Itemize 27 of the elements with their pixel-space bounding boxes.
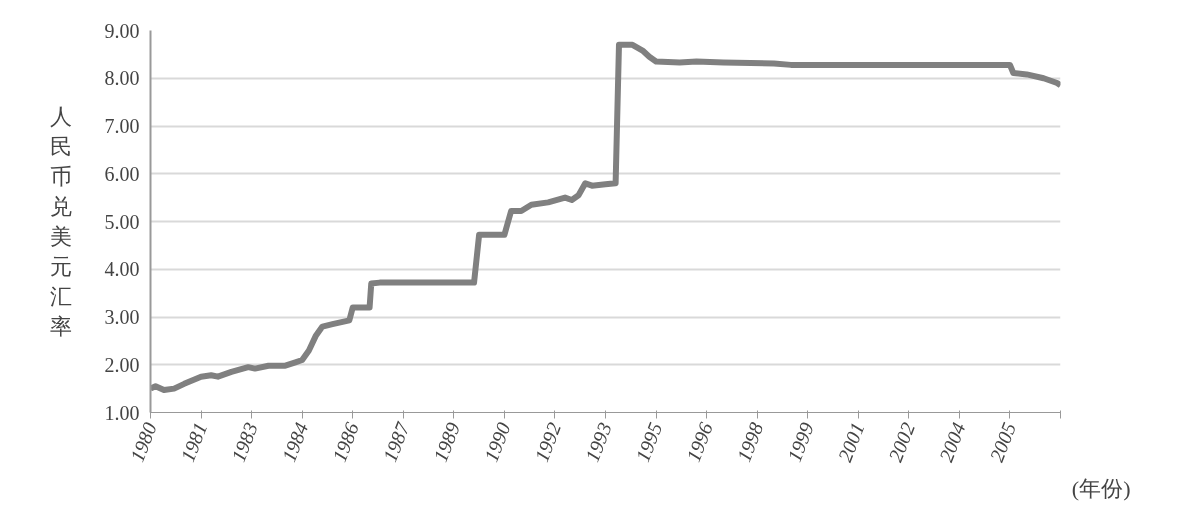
- x-tick-label: 1986: [327, 419, 363, 465]
- y-tick-label: 5.00: [104, 210, 140, 233]
- x-tick-label: 1989: [429, 419, 465, 465]
- y-tick-label: 3.00: [104, 306, 140, 328]
- x-tick-label: 1990: [479, 419, 515, 465]
- x-axis-title: (年份): [1071, 475, 1131, 501]
- x-tick-label: 1998: [732, 419, 768, 465]
- x-tick-label: 1996: [681, 419, 717, 465]
- x-tick-label: 1984: [277, 419, 313, 465]
- y-axis-title: 人民币兑美元汇率: [49, 104, 72, 339]
- x-tick-label: 1987: [378, 418, 414, 465]
- x-tick-label: 1993: [580, 419, 616, 465]
- x-tick-label: 2005: [985, 419, 1021, 465]
- x-tick-label: 2001: [833, 419, 869, 465]
- y-tick-label: 7.00: [104, 115, 140, 137]
- x-tick-label: 1995: [631, 419, 667, 465]
- x-tick-label: 1981: [176, 419, 212, 465]
- x-tick-label: 1992: [530, 419, 566, 465]
- x-tick-label: 2004: [934, 419, 970, 465]
- y-tick-label: 4.00: [104, 258, 140, 281]
- x-tick-label: 1999: [782, 419, 818, 465]
- y-tick-label: 8.00: [104, 67, 140, 90]
- x-tick-label: 1983: [226, 419, 262, 465]
- y-tick-label: 9.00: [104, 19, 140, 42]
- x-tick-label: 2002: [884, 419, 920, 465]
- y-tick-label: 2.00: [104, 353, 140, 376]
- y-tick-label: 6.00: [104, 162, 140, 185]
